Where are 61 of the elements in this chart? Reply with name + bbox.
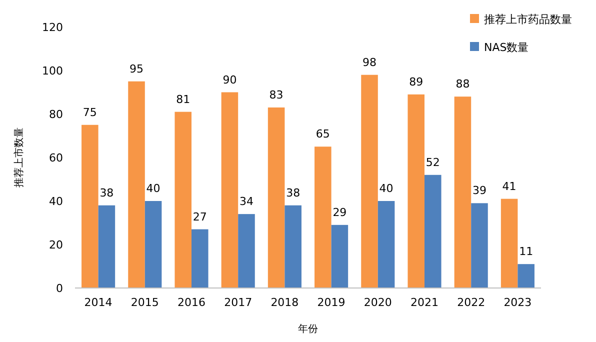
data-label: 89: [409, 75, 424, 88]
x-tick-label: 2022: [457, 296, 486, 309]
x-tick-label: 2015: [130, 296, 159, 309]
x-tick-label: 2020: [364, 296, 392, 309]
x-tick-label: 2017: [224, 296, 252, 309]
x-tick-label: 2019: [317, 296, 346, 309]
data-label: 40: [146, 182, 160, 195]
bar: [361, 74, 378, 288]
y-tick-label: 120: [42, 20, 63, 34]
y-tick-label: 40: [49, 194, 63, 208]
data-label: 38: [100, 186, 114, 200]
bar: [314, 146, 332, 288]
data-label: 11: [519, 245, 534, 258]
bar: [238, 214, 255, 288]
y-axis-title: 推荐上市数量: [13, 128, 25, 188]
bar: [331, 224, 348, 288]
bar: [98, 205, 116, 288]
y-tick-label: 80: [49, 108, 63, 121]
bar: [284, 205, 302, 288]
data-label: 75: [82, 106, 97, 119]
x-tick-label: 2021: [410, 296, 438, 309]
data-label: 95: [130, 62, 144, 76]
data-label: 90: [222, 73, 237, 86]
bar: [82, 124, 98, 288]
data-label: 88: [456, 78, 470, 91]
data-label: 38: [286, 186, 300, 200]
x-axis-title: 年份: [298, 323, 318, 335]
bar: [454, 96, 472, 288]
bar: [268, 107, 285, 288]
data-label: 34: [239, 195, 254, 208]
x-tick-label: 2016: [178, 296, 206, 309]
y-tick-label: 100: [42, 64, 63, 78]
data-label: 65: [316, 128, 330, 141]
data-label: 41: [502, 180, 516, 193]
bar: [174, 112, 192, 288]
y-tick-label: 0: [56, 282, 63, 295]
data-label: 39: [472, 184, 486, 198]
bar: [378, 201, 395, 288]
data-label: 27: [192, 210, 207, 224]
bar: [518, 264, 534, 288]
legend-label: 推荐上市药品数量: [484, 12, 572, 26]
data-label: 81: [176, 92, 190, 106]
data-label: 83: [269, 88, 284, 102]
x-tick-label: 2023: [504, 296, 532, 309]
bar: [424, 174, 442, 288]
y-tick-label: 20: [49, 238, 63, 252]
bar: [192, 229, 208, 288]
data-label: 98: [362, 56, 377, 69]
data-label: 29: [332, 206, 347, 219]
data-label: 52: [426, 156, 440, 169]
bar: [144, 201, 162, 288]
bar: [471, 203, 488, 288]
data-label: 40: [379, 182, 394, 195]
bar: [128, 81, 145, 288]
bar: [408, 94, 424, 288]
x-tick-label: 2018: [270, 296, 299, 309]
bar: [500, 198, 518, 288]
y-tick-label: 60: [49, 151, 63, 164]
bar: [221, 92, 238, 288]
x-tick-label: 2014: [84, 296, 112, 309]
legend-label: NAS数量: [484, 40, 529, 54]
